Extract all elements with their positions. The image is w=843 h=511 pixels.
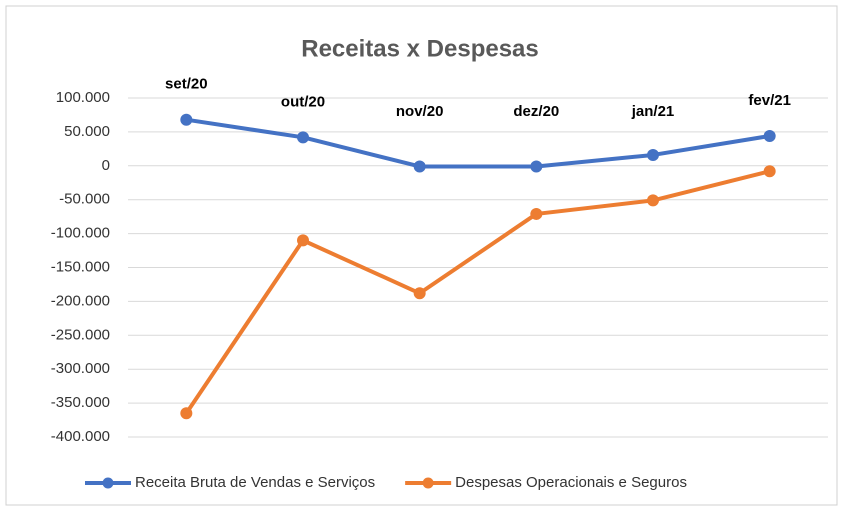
y-tick-label: -300.000 [51, 360, 110, 377]
legend-marker [422, 477, 434, 489]
category-label: fev/21 [748, 92, 791, 109]
category-label: set/20 [165, 76, 208, 93]
category-label: nov/20 [396, 103, 444, 120]
y-tick-label: 100.000 [56, 89, 110, 106]
y-tick-label: 0 [102, 157, 110, 174]
category-label: out/20 [281, 93, 325, 110]
y-tick-label: -250.000 [51, 326, 110, 343]
legend-label: Despesas Operacionais e Seguros [455, 474, 687, 491]
category-label: jan/21 [631, 103, 675, 120]
data-point [297, 234, 309, 247]
series-line [186, 117, 770, 169]
y-tick-label: 50.000 [64, 123, 110, 140]
chart-title: Receitas x Despesas [301, 35, 539, 62]
data-point [180, 407, 193, 420]
data-point [297, 131, 309, 144]
data-point [530, 207, 543, 220]
category-label: dez/20 [513, 103, 559, 120]
chart-border [5, 5, 838, 506]
data-point [413, 160, 426, 173]
data-point [413, 287, 426, 300]
y-tick-label: -50.000 [59, 191, 110, 208]
series-line [184, 169, 771, 415]
legend-label: Receita Bruta de Vendas e Serviços [135, 474, 375, 491]
y-tick-label: -350.000 [51, 394, 110, 411]
data-point [647, 194, 659, 207]
data-point [763, 129, 776, 142]
data-point [763, 165, 776, 178]
y-tick-label: -100.000 [51, 225, 110, 242]
legend-marker [102, 477, 114, 489]
data-point [647, 148, 659, 161]
y-tick-label: -150.000 [51, 258, 110, 275]
y-tick-label: -400.000 [51, 428, 110, 445]
data-point [180, 113, 193, 126]
data-point [530, 160, 543, 173]
y-tick-label: -200.000 [51, 292, 110, 309]
